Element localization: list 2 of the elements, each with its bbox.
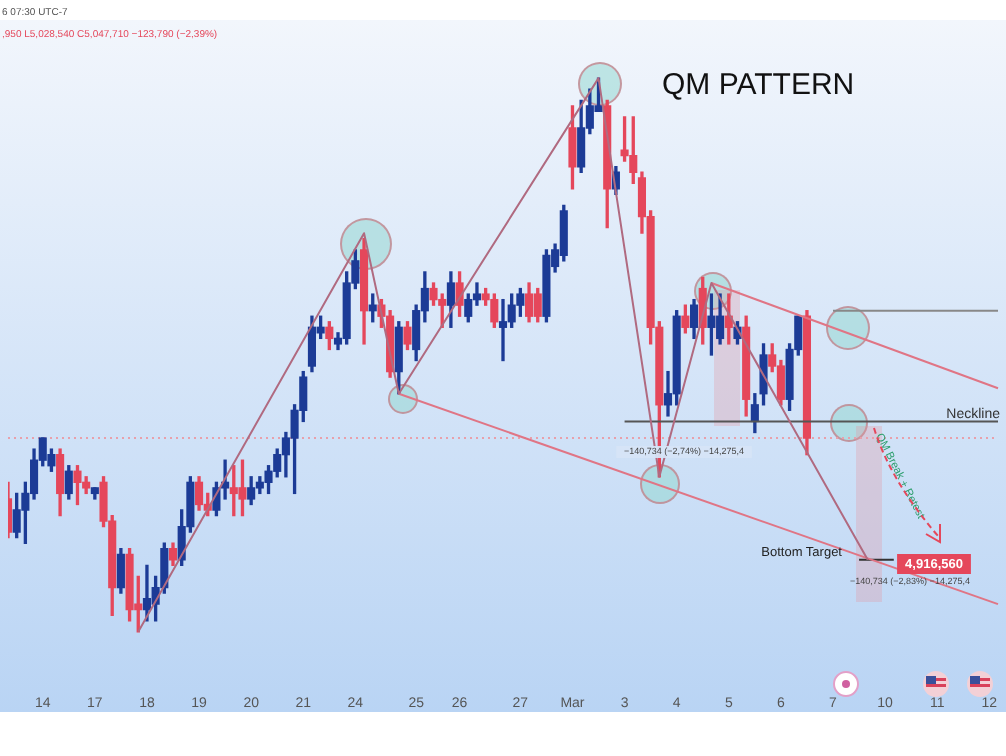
candlestick <box>498 298 508 362</box>
chart-title: QM PATTERN <box>662 68 855 103</box>
